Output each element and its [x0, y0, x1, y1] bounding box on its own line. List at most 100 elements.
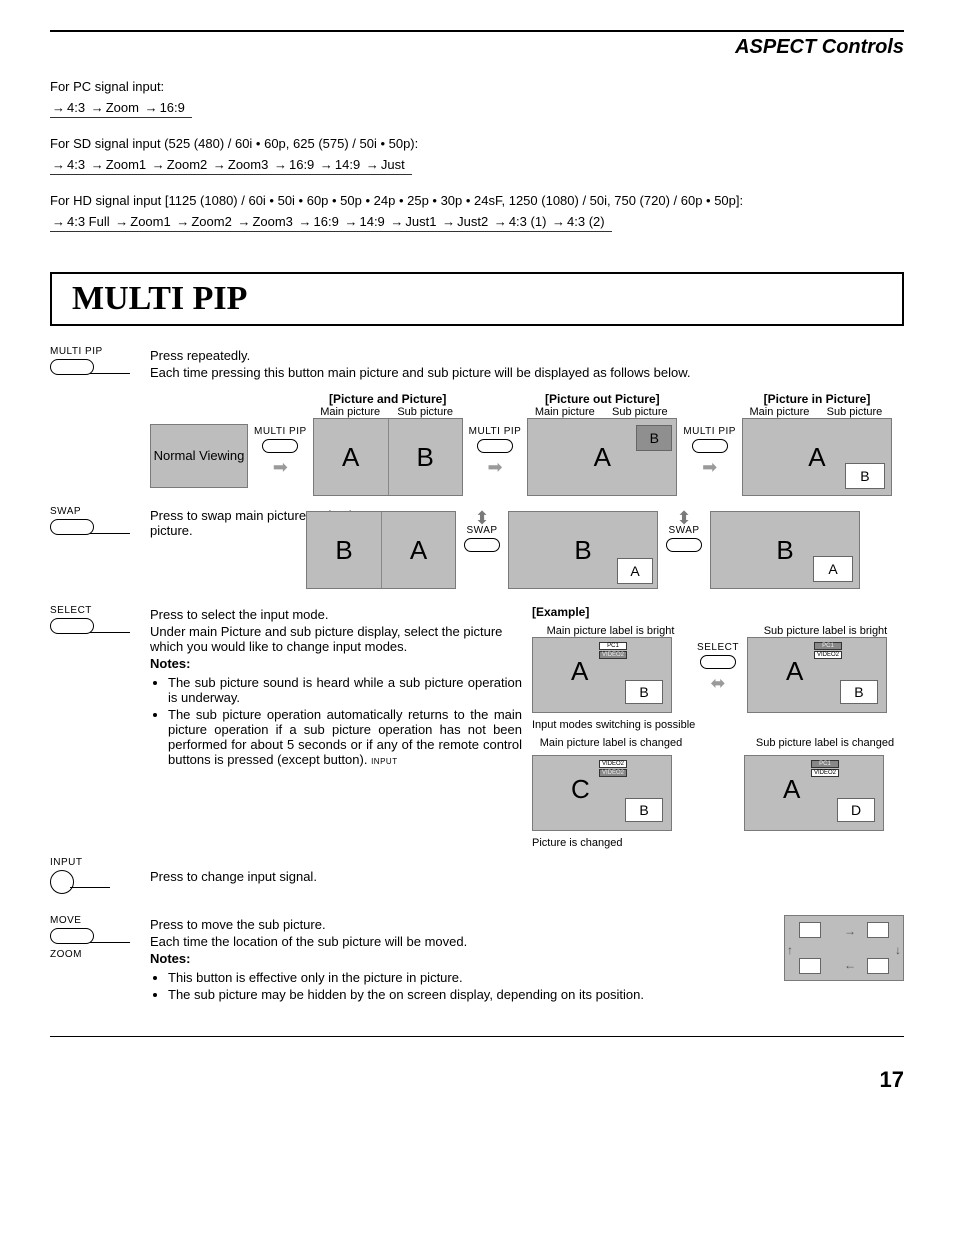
select-row: SELECT Press to select the input mode. U…	[50, 605, 904, 849]
connector-line	[90, 632, 130, 633]
pc-flow: →4:3 →Zoom →16:9	[50, 100, 904, 118]
move-pos-tr	[867, 922, 889, 938]
move-pos-bl	[799, 958, 821, 974]
main-label: Main picture	[527, 406, 602, 418]
multipip-button[interactable]	[50, 359, 94, 375]
mini-swap-label: SWAP	[668, 525, 699, 536]
mini-swap-label: SWAP	[466, 525, 497, 536]
mini-multipip-button[interactable]	[477, 439, 513, 453]
example-caption: Sub picture label is changed	[746, 737, 904, 749]
connector-line	[90, 373, 130, 374]
flow-item: Zoom2	[167, 157, 207, 172]
lab-video2: VIDEO2	[599, 760, 627, 768]
header-rule	[50, 30, 904, 32]
mini-multipip-label: MULTI PIP	[683, 426, 736, 437]
move-desc1: Press to move the sub picture.	[150, 917, 690, 932]
flow-item: 14:9	[335, 157, 360, 172]
sub-label: Sub picture	[388, 406, 463, 418]
swap-result-row: B A ⬍ SWAP B A ⬍ SWAP B A	[306, 511, 904, 589]
move-pos-tl	[799, 922, 821, 938]
move-button[interactable]	[50, 928, 94, 944]
updown-arrow-icon: ⬍	[474, 511, 489, 525]
pop-screen-ba: B A	[508, 511, 658, 589]
flow-item: Just	[381, 157, 405, 172]
ex-A: A	[786, 656, 803, 687]
example-diagram: [Example] Main picture label is bright A…	[532, 605, 904, 849]
pip-B: B	[845, 463, 885, 489]
lab-video2: VIDEO2	[599, 651, 627, 659]
example-screen-right: A PC1VIDEO2 B	[747, 637, 887, 713]
mini-multipip-button[interactable]	[262, 439, 298, 453]
flow-item: 4:3	[67, 157, 85, 172]
swap-label: SWAP	[50, 506, 150, 517]
ex-B: B	[840, 680, 878, 704]
multipip-label: MULTI PIP	[50, 346, 150, 357]
flow-item: 16:9	[314, 214, 339, 229]
hd-signal-label: For HD signal input [1125 (1080) / 60i •…	[50, 193, 904, 208]
move-notes-label: Notes:	[150, 951, 690, 966]
pop-A: A	[617, 558, 653, 584]
pap-B: B	[388, 419, 462, 495]
select-button[interactable]	[50, 618, 94, 634]
input-button[interactable]	[50, 870, 74, 894]
ex-A: A	[783, 774, 800, 805]
lab-pc1: PC1	[599, 642, 627, 650]
select-notes: The sub picture sound is heard while a s…	[168, 675, 522, 767]
move-note: The sub picture may be hidden by the on …	[168, 987, 690, 1002]
input-desc: Press to change input signal.	[150, 869, 904, 884]
flow-item: 4:3	[67, 100, 85, 115]
mini-multipip-label: MULTI PIP	[469, 426, 522, 437]
flow-item: Just2	[457, 214, 488, 229]
mini-select-label: SELECT	[697, 642, 739, 653]
down-arrow-icon: ↓	[895, 943, 901, 957]
swap-button[interactable]	[50, 519, 94, 535]
sub-label: Sub picture	[602, 406, 677, 418]
example-pic-changed: Picture is changed	[532, 837, 904, 849]
lab-video2-2: VIDEO2	[599, 769, 627, 777]
mini-multipip-label: MULTI PIP	[254, 426, 307, 437]
pap-B: B	[307, 512, 381, 588]
pop-title: [Picture out Picture]	[545, 392, 660, 406]
mini-swap-button[interactable]	[464, 538, 500, 552]
page-number: 17	[50, 1067, 904, 1093]
flow-item: Zoom3	[252, 214, 292, 229]
right-arrow-icon: →	[844, 924, 856, 938]
sd-flow: →4:3 →Zoom1 →Zoom2 →Zoom3 →16:9 →14:9 →J…	[50, 157, 904, 175]
multipip-desc2: Each time pressing this button main pict…	[150, 365, 904, 380]
sd-signal-label: For SD signal input (525 (480) / 60i • 6…	[50, 136, 904, 151]
select-notes-label: Notes:	[150, 656, 522, 671]
select-label: SELECT	[50, 605, 150, 616]
right-arrow-icon: ➡	[700, 455, 719, 480]
pop-B: B	[636, 425, 672, 451]
flow-item: 14:9	[359, 214, 384, 229]
section-title-box: MULTI PIP	[50, 272, 904, 326]
pc-signal-label: For PC signal input:	[50, 79, 904, 94]
right-arrow-icon: ➡	[271, 455, 290, 480]
select-note: The sub picture sound is heard while a s…	[168, 675, 522, 705]
ex-B: B	[625, 680, 663, 704]
input-label: INPUT	[50, 857, 150, 868]
multipip-row: MULTI PIP Press repeatedly. Each time pr…	[50, 346, 904, 382]
flow-item: 16:9	[289, 157, 314, 172]
move-row: MOVE ZOOM Press to move the sub picture.…	[50, 915, 904, 1006]
right-arrow-icon: ➡	[485, 455, 504, 480]
pap-screen-ab: A B	[313, 418, 463, 496]
lab-video2: VIDEO2	[811, 769, 839, 777]
section-title: MULTI PIP	[72, 280, 247, 317]
flow-item: 4:3 (1)	[509, 214, 547, 229]
sub-label: Sub picture	[817, 406, 892, 418]
mini-multipip-button[interactable]	[692, 439, 728, 453]
select-desc2: Under main Picture and sub picture displ…	[150, 624, 522, 654]
mini-swap-button[interactable]	[666, 538, 702, 552]
ex-C: C	[571, 774, 590, 805]
pap-title: [Picture and Picture]	[329, 392, 446, 406]
example-title: [Example]	[532, 605, 904, 619]
connector-line	[70, 887, 110, 888]
move-note: This button is effective only in the pic…	[168, 970, 690, 985]
mini-select-button[interactable]	[700, 655, 736, 669]
connector-line	[90, 533, 130, 534]
select-desc1: Press to select the input mode.	[150, 607, 522, 622]
ex-B: B	[625, 798, 663, 822]
example-screen-c: C VIDEO2VIDEO2 B	[532, 755, 672, 831]
footer-rule	[50, 1036, 904, 1037]
